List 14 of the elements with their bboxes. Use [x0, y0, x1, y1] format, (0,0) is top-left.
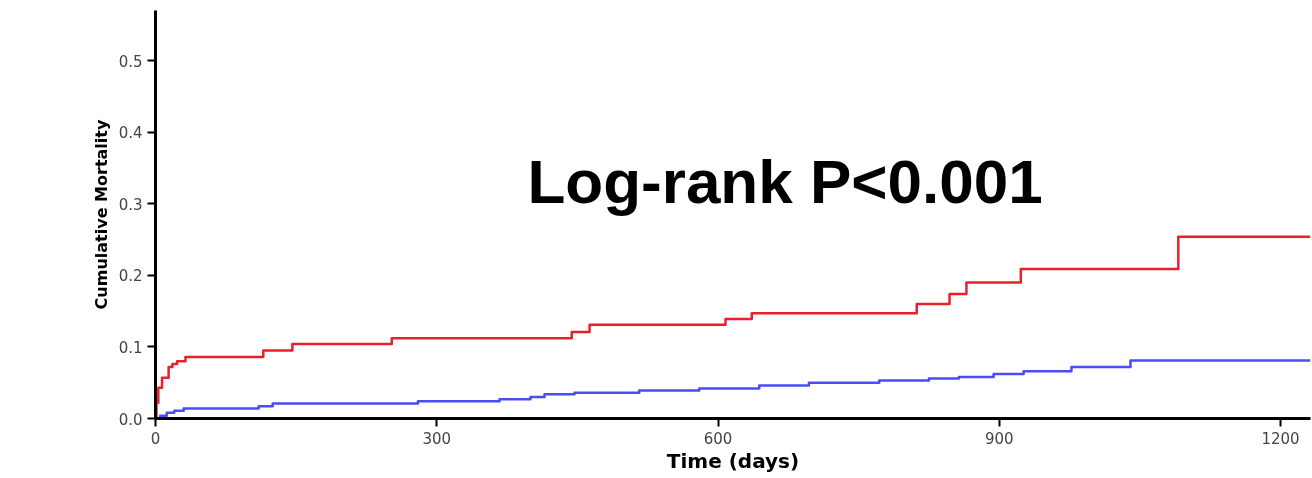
- y-tick-label: 0.2: [118, 267, 143, 286]
- x-tick-label: 1200: [1261, 429, 1300, 448]
- annotation: Log-rank P<0.001: [527, 146, 1043, 216]
- y-tick-label: 0.4: [118, 124, 143, 143]
- y-tick-label: 0.0: [118, 410, 143, 429]
- x-tick-label: 900: [984, 429, 1014, 448]
- y-tick-label: 0.5: [118, 52, 143, 71]
- x-tick-label: 600: [703, 429, 733, 448]
- x-axis-title: Time (days): [666, 448, 800, 473]
- x-tick-label: 0: [150, 429, 161, 448]
- y-tick-label: 0.1: [118, 338, 143, 357]
- x-tick-label: 300: [422, 429, 452, 448]
- y-axis-title: Cumulative Mortality: [91, 119, 111, 310]
- y-tick-label: 0.3: [118, 195, 143, 214]
